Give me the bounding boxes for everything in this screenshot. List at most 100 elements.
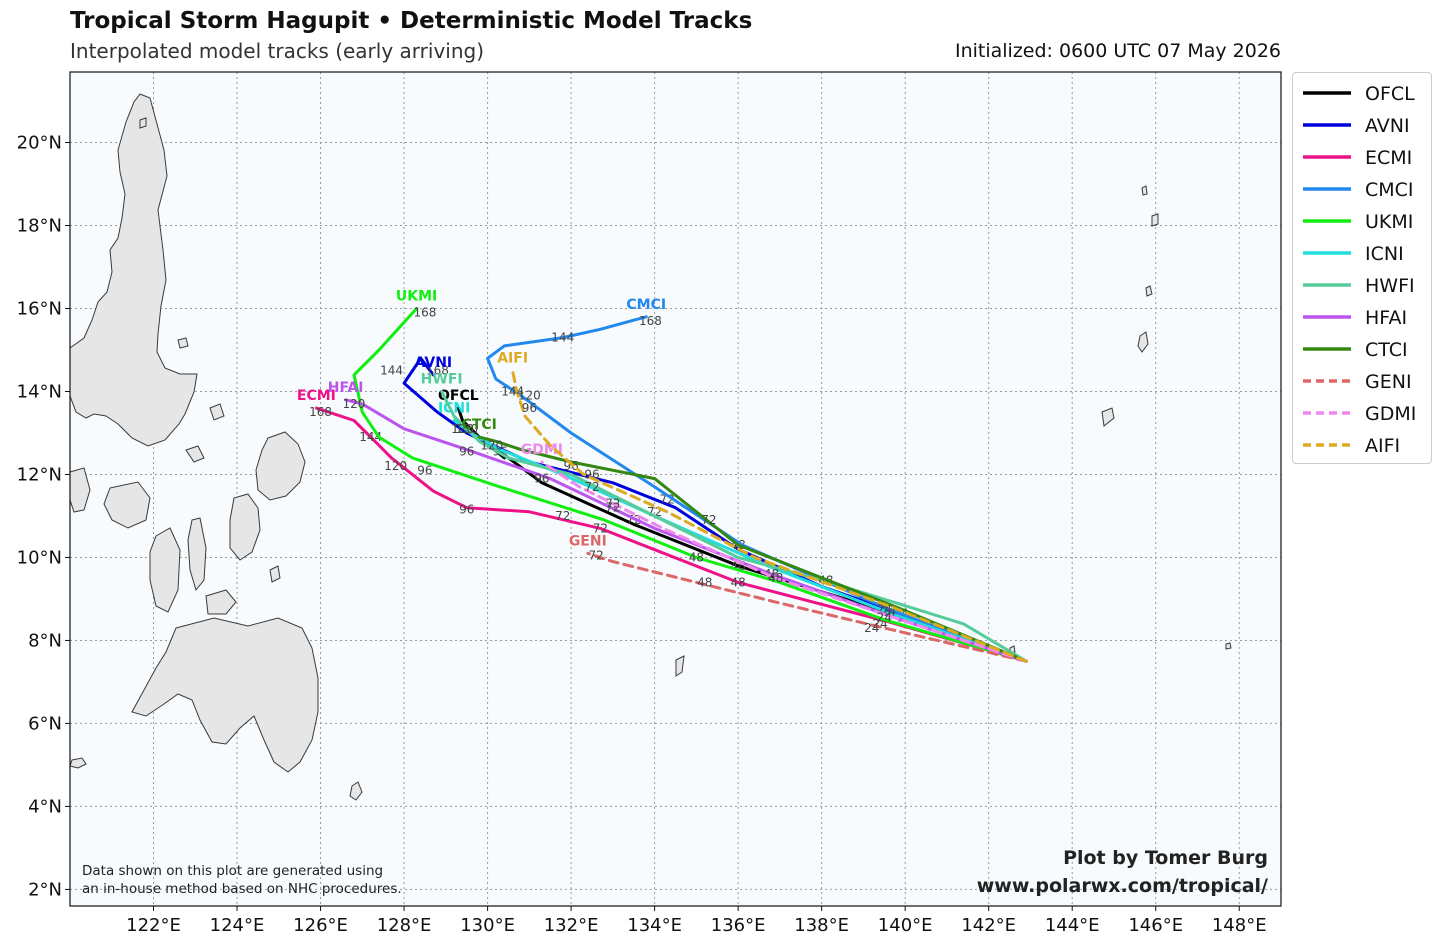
legend-label: AVNI (1365, 115, 1410, 137)
track-end-label: ECMI (297, 388, 336, 404)
track-end-label: UKMI (396, 289, 437, 305)
track-end-label: GDMI (521, 442, 563, 458)
track-end-label: AVNI (414, 355, 452, 371)
masbate-island (185, 445, 205, 463)
legend-swatch (1303, 155, 1351, 159)
lat-tick-label: 18°N (17, 216, 62, 237)
lon-tick-label: 126°E (293, 915, 348, 936)
legend-label: GDMI (1365, 403, 1417, 425)
legend-swatch (1303, 219, 1351, 223)
forecast-hour-label: 72 (701, 513, 716, 527)
samar-landmass (255, 431, 306, 501)
track-line-geni (586, 551, 1028, 663)
forecast-hour-label: 144 (551, 331, 574, 345)
legend: OFCL AVNI ECMI CMCI UKMI ICNI HWFI HFAI CTCI GENI… (1292, 72, 1432, 464)
legend-swatch (1303, 251, 1351, 255)
legend-label: ECMI (1365, 147, 1413, 169)
legend-label: OFCL (1365, 83, 1415, 105)
bohol-landmass (205, 589, 237, 615)
guam-island (1101, 407, 1115, 427)
legend-label: GENI (1365, 371, 1412, 393)
talaud-islands (349, 781, 363, 801)
forecast-hour-label: 96 (459, 503, 474, 517)
legend-swatch (1303, 443, 1351, 447)
map-ocean (70, 72, 1281, 906)
land-masses (69, 93, 1232, 801)
lon-tick-label: 138°E (794, 915, 849, 936)
forecast-hour-label: 48 (730, 575, 745, 589)
legend-swatch (1303, 411, 1351, 415)
forecast-hour-label: 96 (534, 472, 549, 486)
lon-tick-label: 128°E (377, 915, 432, 936)
track-end-label: CMCI (626, 297, 666, 313)
track-end-label: ICNI (438, 401, 470, 417)
forecast-hour-label: 144 (380, 364, 403, 378)
forecast-hour-label: 72 (605, 501, 620, 515)
legend-item-gdmi: GDMI (1293, 397, 1431, 429)
track-end-label: CTCI (462, 417, 497, 433)
forecast-hour-label: 48 (768, 571, 783, 585)
track-end-label: HWFI (421, 371, 463, 387)
mariana-islands (1137, 331, 1149, 353)
lon-tick-label: 146°E (1128, 915, 1183, 936)
forecast-hour-label: 96 (417, 463, 432, 477)
map-frame (69, 71, 1282, 907)
track-line-ctci (477, 435, 1028, 663)
legend-item-avni: AVNI (1293, 109, 1431, 141)
caroline-island-2 (1225, 642, 1232, 650)
batanes-islands (139, 117, 147, 129)
lat-tick-label: 4°N (28, 796, 62, 817)
forecast-hour-label: 96 (563, 459, 578, 473)
negros-landmass (149, 527, 181, 613)
model-tracks: 24487296OFCL24487296168AVNI2448729612014… (297, 289, 1028, 663)
legend-item-hfai: HFAI (1293, 301, 1431, 333)
leyte-landmass (229, 493, 261, 561)
forecast-hour-label: 72 (584, 480, 599, 494)
legend-item-aifi: AIFI (1293, 429, 1431, 461)
credit-text: Plot by Tomer Burg (1063, 847, 1268, 869)
lat-tick-label: 14°N (17, 381, 62, 402)
legend-item-ctci: CTCI (1293, 333, 1431, 365)
forecast-hour-label: 120 (343, 397, 366, 411)
forecast-hour-label: 24 (877, 611, 892, 625)
dinagat-island (269, 565, 281, 583)
legend-item-hwfi: HWFI (1293, 269, 1431, 301)
lat-tick-label: 2°N (28, 879, 62, 900)
legend-label: CTCI (1365, 339, 1408, 361)
disclaimer-line-2: an in-house method based on NHC procedur… (82, 881, 402, 897)
panay-landmass (103, 481, 151, 529)
lon-tick-label: 122°E (126, 915, 181, 936)
forecast-hour-label: 96 (459, 445, 474, 459)
legend-swatch (1303, 91, 1351, 95)
catanduanes-island (209, 403, 225, 421)
lat-tick-label: 10°N (17, 547, 62, 568)
legend-item-geni: GENI (1293, 365, 1431, 397)
legend-label: UKMI (1365, 211, 1414, 233)
lon-tick-label: 144°E (1045, 915, 1100, 936)
forecast-hour-label: 144 (501, 384, 524, 398)
forecast-hour-label: 96 (584, 467, 599, 481)
track-line-aifi (511, 369, 1028, 663)
axis-ticks: 122°E 124°E 126°E 128°E 130°E 132°E 134°E 136°E… (17, 133, 1267, 936)
forecast-hour-label: 120 (480, 438, 503, 452)
cebu-landmass (187, 517, 207, 592)
chart-title: Tropical Storm Hagupit • Deterministic M… (70, 8, 753, 34)
mariana-island-2 (1151, 213, 1159, 227)
lon-tick-label: 142°E (961, 915, 1016, 936)
legend-label: AIFI (1365, 435, 1401, 457)
legend-item-ukmi: UKMI (1293, 205, 1431, 237)
polillo-island (177, 337, 189, 349)
disclaimer-line-1: Data shown on this plot are generated us… (82, 863, 383, 879)
forecast-hour-label: 72 (589, 548, 604, 562)
forecast-hour-label: 72 (660, 492, 675, 506)
mindanao-landmass (131, 617, 319, 773)
lon-tick-label: 148°E (1212, 915, 1267, 936)
legend-swatch (1303, 187, 1351, 191)
